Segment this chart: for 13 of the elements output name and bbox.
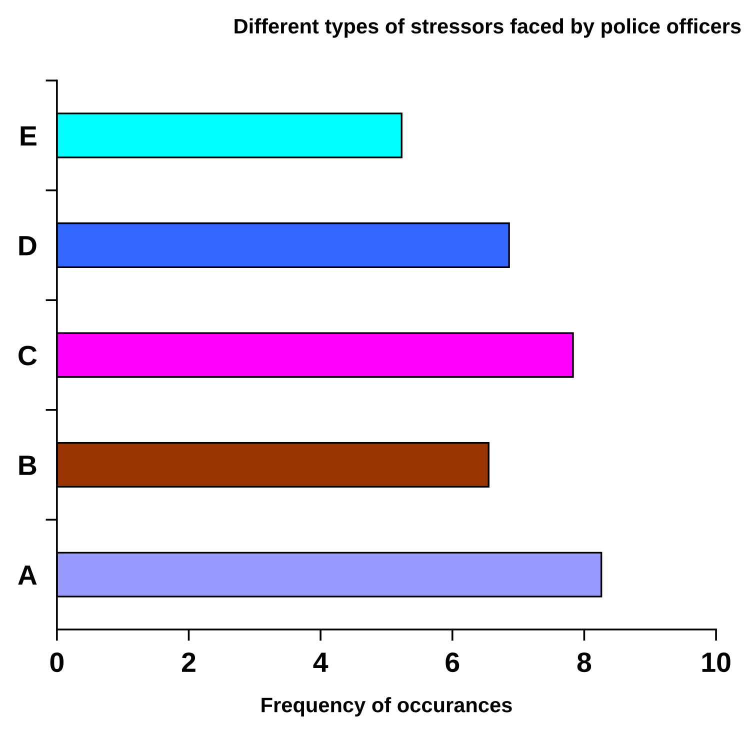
y-tick-label: A [18,566,37,585]
chart-title: Different types of stressors faced by police officers [234,18,741,38]
x-tick-label: 8 [577,652,592,672]
x-tick-label: 6 [446,652,460,672]
x-tick-label: 10 [702,652,730,672]
x-tick-label: 2 [182,652,196,672]
x-tick-label: 0 [50,652,64,672]
y-tick-label: D [19,236,36,256]
y-tick-label: B [19,456,36,475]
y-tick-label: C [18,346,37,366]
y-tick-label: E [20,126,36,146]
x-tick-label: 4 [313,652,328,672]
x-axis-title: Frequency of occurances [262,697,512,716]
